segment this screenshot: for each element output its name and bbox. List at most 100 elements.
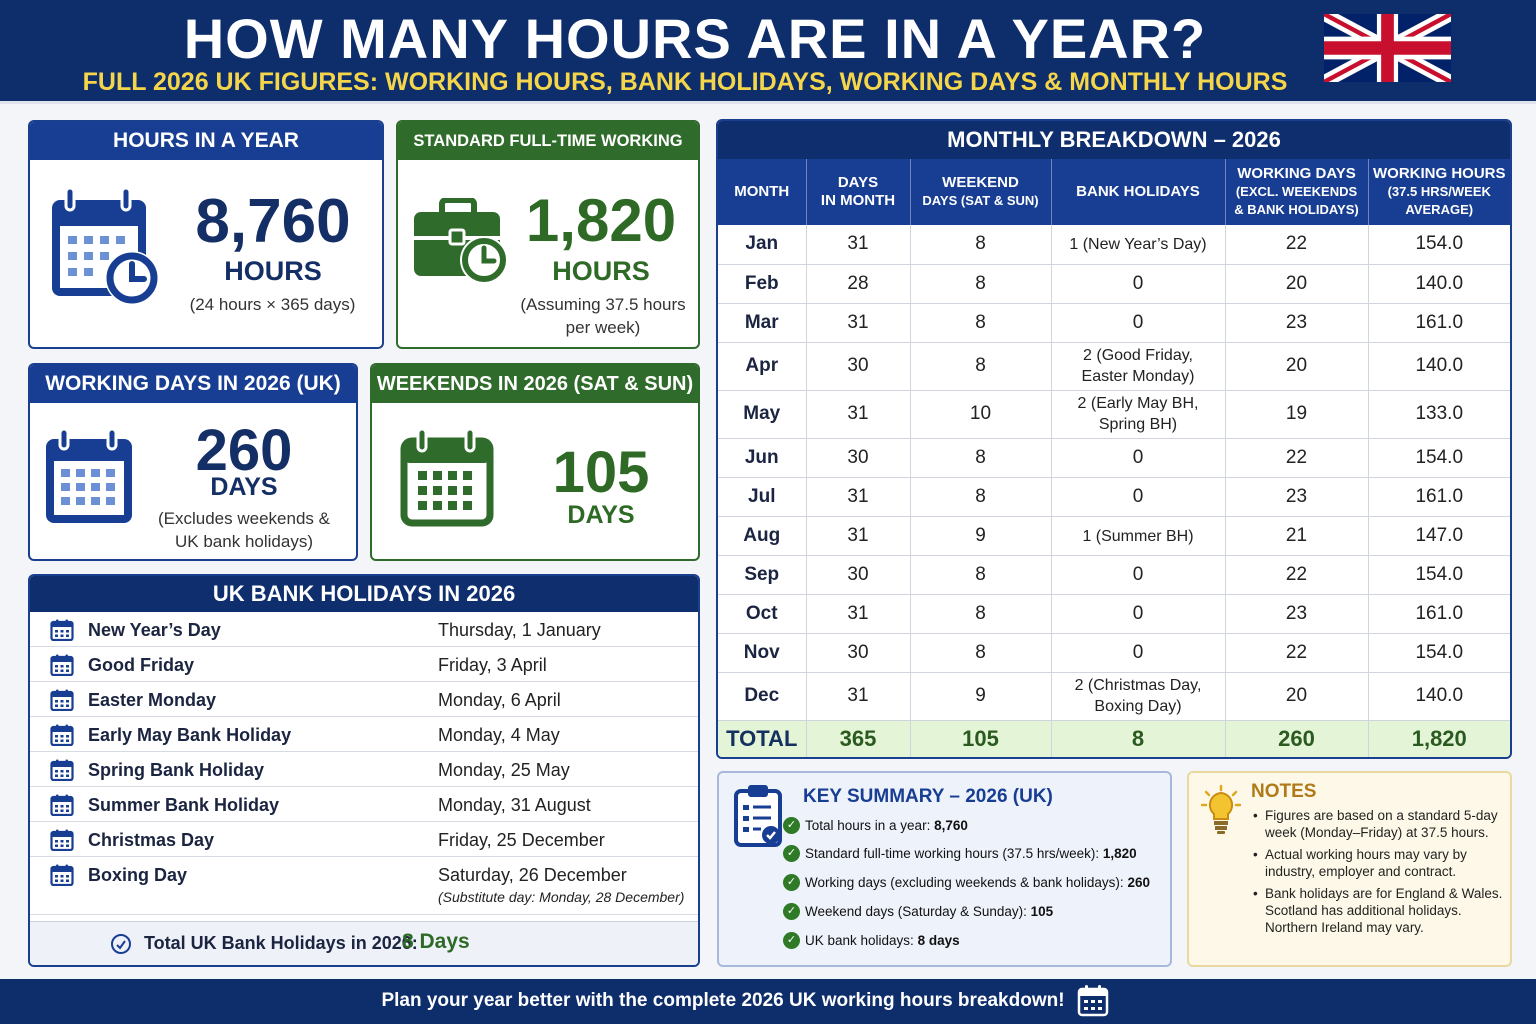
lightbulb-icon (1201, 785, 1241, 834)
summary-item: ✓ UK bank holidays: 8 days (783, 932, 960, 949)
table-row: Feb 28 8 0 20 140.0 (718, 264, 1510, 304)
bank-holiday-line: 0 (1132, 272, 1144, 294)
hours-in-year-unit: HOURS (224, 256, 322, 286)
bank-holidays-total-value: 8 Days (402, 930, 470, 953)
calendar-icon (50, 794, 74, 817)
bank-holiday-line: 0 (1132, 446, 1144, 468)
holiday-name: Spring Bank Holiday (88, 760, 265, 780)
cell-working-days: 23 (1225, 303, 1369, 343)
summary-label: Weekend days (Saturday & Sunday): (805, 904, 1027, 919)
holiday-name: Christmas Day (88, 830, 215, 850)
summary-label: Standard full-time working hours (37.5 h… (805, 846, 1100, 861)
total-cell-bank: 8 (1051, 720, 1226, 757)
cell-working-hours: 161.0 (1368, 303, 1510, 343)
holiday-name: Easter Monday (88, 690, 217, 710)
table-row: Jan 31 8 1 (New Year’s Day) 22 154.0 (718, 225, 1510, 265)
cell-working-hours: 147.0 (1368, 516, 1510, 556)
bank-holiday-line: Easter Monday) (1081, 368, 1195, 385)
cell-working-hours: 140.0 (1368, 264, 1510, 304)
summary-value: 8,760 (934, 818, 968, 833)
info-circle-icon (111, 934, 131, 954)
summary-value: 105 (1030, 904, 1054, 919)
cell-working-days: 23 (1225, 594, 1369, 634)
holiday-name: Boxing Day (88, 865, 188, 885)
cell-weekend: 8 (910, 555, 1052, 595)
table-row: Dec 31 9 2 (Christmas Day, Boxing Day) 20 140.… (718, 672, 1510, 721)
check-icon: ✓ (783, 817, 800, 834)
cell-bank-holidays: 1 (New Year’s Day) (1051, 225, 1226, 265)
col-month: MONTH (718, 159, 807, 225)
cell-month: Dec (718, 672, 807, 721)
bank-holidays-list: New Year’s Day Thursday, 1 January Good Fr… (30, 612, 698, 915)
table-row: Oct 31 8 0 23 161.0 (718, 594, 1510, 634)
cell-month: Jan (718, 225, 807, 265)
bank-holiday-line: 0 (1132, 563, 1144, 585)
holiday-date: Friday, 25 December (438, 830, 605, 850)
working-hours-note-line2: per week) (565, 318, 641, 337)
card-title: WORKING DAYS IN 2026 (UK) (30, 365, 356, 403)
list-item: Boxing Day Saturday, 26 December (Substitu… (30, 857, 698, 915)
summary-value: 260 (1127, 875, 1150, 890)
calendar-icon (400, 427, 494, 527)
cell-month: Mar (718, 303, 807, 343)
cell-days: 28 (806, 264, 911, 304)
col-hours: WORKING HOURS (37.5 HRS/WEEK AVERAGE) (1368, 159, 1510, 225)
note-item: Bank holidays are for England & Wales. S… (1253, 885, 1503, 936)
cell-working-days: 22 (1225, 633, 1369, 673)
working-hours-note-line1: (Assuming 37.5 hours (520, 295, 686, 314)
cell-bank-holidays: 2 (Good Friday, Easter Monday) (1051, 342, 1226, 391)
calendar-icon (50, 864, 74, 887)
cell-days: 31 (806, 390, 911, 439)
cell-working-days: 19 (1225, 390, 1369, 439)
bank-holiday-line: 0 (1132, 311, 1144, 333)
cell-weekend: 10 (910, 390, 1052, 439)
table-row: May 31 10 2 (Early May BH, Spring BH) 19 133.0 (718, 390, 1510, 439)
cell-weekend: 8 (910, 225, 1052, 265)
cell-working-hours: 154.0 (1368, 633, 1510, 673)
cell-bank-holidays: 0 (1051, 264, 1226, 304)
cell-working-days: 20 (1225, 672, 1369, 721)
working-days-note-line2: UK bank holidays) (175, 532, 313, 551)
cell-days: 31 (806, 303, 911, 343)
calendar-icon (46, 427, 132, 523)
cell-bank-holidays: 2 (Christmas Day, Boxing Day) (1051, 672, 1226, 721)
total-cell-month: TOTAL (718, 720, 807, 757)
cell-weekend: 8 (910, 303, 1052, 343)
bank-holiday-line: Spring BH) (1098, 416, 1178, 433)
cell-month: Sep (718, 555, 807, 595)
working-days-value: 260 (195, 418, 293, 483)
cell-working-hours: 154.0 (1368, 438, 1510, 478)
bank-holidays-total-label: Total UK Bank Holidays in 2026: (144, 933, 418, 953)
bank-holiday-line: 1 (New Year’s Day) (1069, 236, 1207, 254)
total-cell-working: 260 (1225, 720, 1369, 757)
cell-working-days: 23 (1225, 477, 1369, 517)
cell-working-days: 22 (1225, 555, 1369, 595)
list-item: Good Friday Friday, 3 April (30, 647, 698, 682)
cell-month: May (718, 390, 807, 439)
hours-in-year-value: 8,760 (195, 187, 351, 256)
notes-title: NOTES (1251, 781, 1317, 802)
list-item: Christmas Day Friday, 25 December (30, 822, 698, 857)
cell-bank-holidays: 0 (1051, 594, 1226, 634)
cell-weekend: 8 (910, 438, 1052, 478)
cell-working-hours: 161.0 (1368, 477, 1510, 517)
col-days: DAYS IN MONTH (806, 159, 911, 225)
card-title: HOURS IN A YEAR (30, 122, 382, 160)
cell-weekend: 8 (910, 477, 1052, 517)
hours-in-year-note: (24 hours × 365 days) (189, 295, 356, 314)
working-hours-unit: HOURS (552, 256, 650, 286)
table-row: Nov 30 8 0 22 154.0 (718, 633, 1510, 673)
card-title: STANDARD FULL-TIME WORKING HOURS (398, 122, 698, 188)
cell-working-hours: 140.0 (1368, 672, 1510, 721)
summary-item: ✓ Standard full-time working hours (37.5 … (783, 845, 1137, 862)
cell-days: 30 (806, 633, 911, 673)
cell-month: Feb (718, 264, 807, 304)
calendar-icon (50, 619, 74, 642)
bank-holidays-title: UK BANK HOLIDAYS IN 2026 (30, 576, 698, 612)
cell-weekend: 9 (910, 672, 1052, 721)
calendar-icon (1077, 985, 1109, 1017)
page-title: HOW MANY HOURS ARE IN A YEAR? (183, 7, 1207, 70)
summary-item: ✓ Weekend days (Saturday & Sunday): 105 (783, 903, 1054, 920)
list-item: Summer Bank Holiday Monday, 31 August (30, 787, 698, 822)
cell-days: 31 (806, 672, 911, 721)
